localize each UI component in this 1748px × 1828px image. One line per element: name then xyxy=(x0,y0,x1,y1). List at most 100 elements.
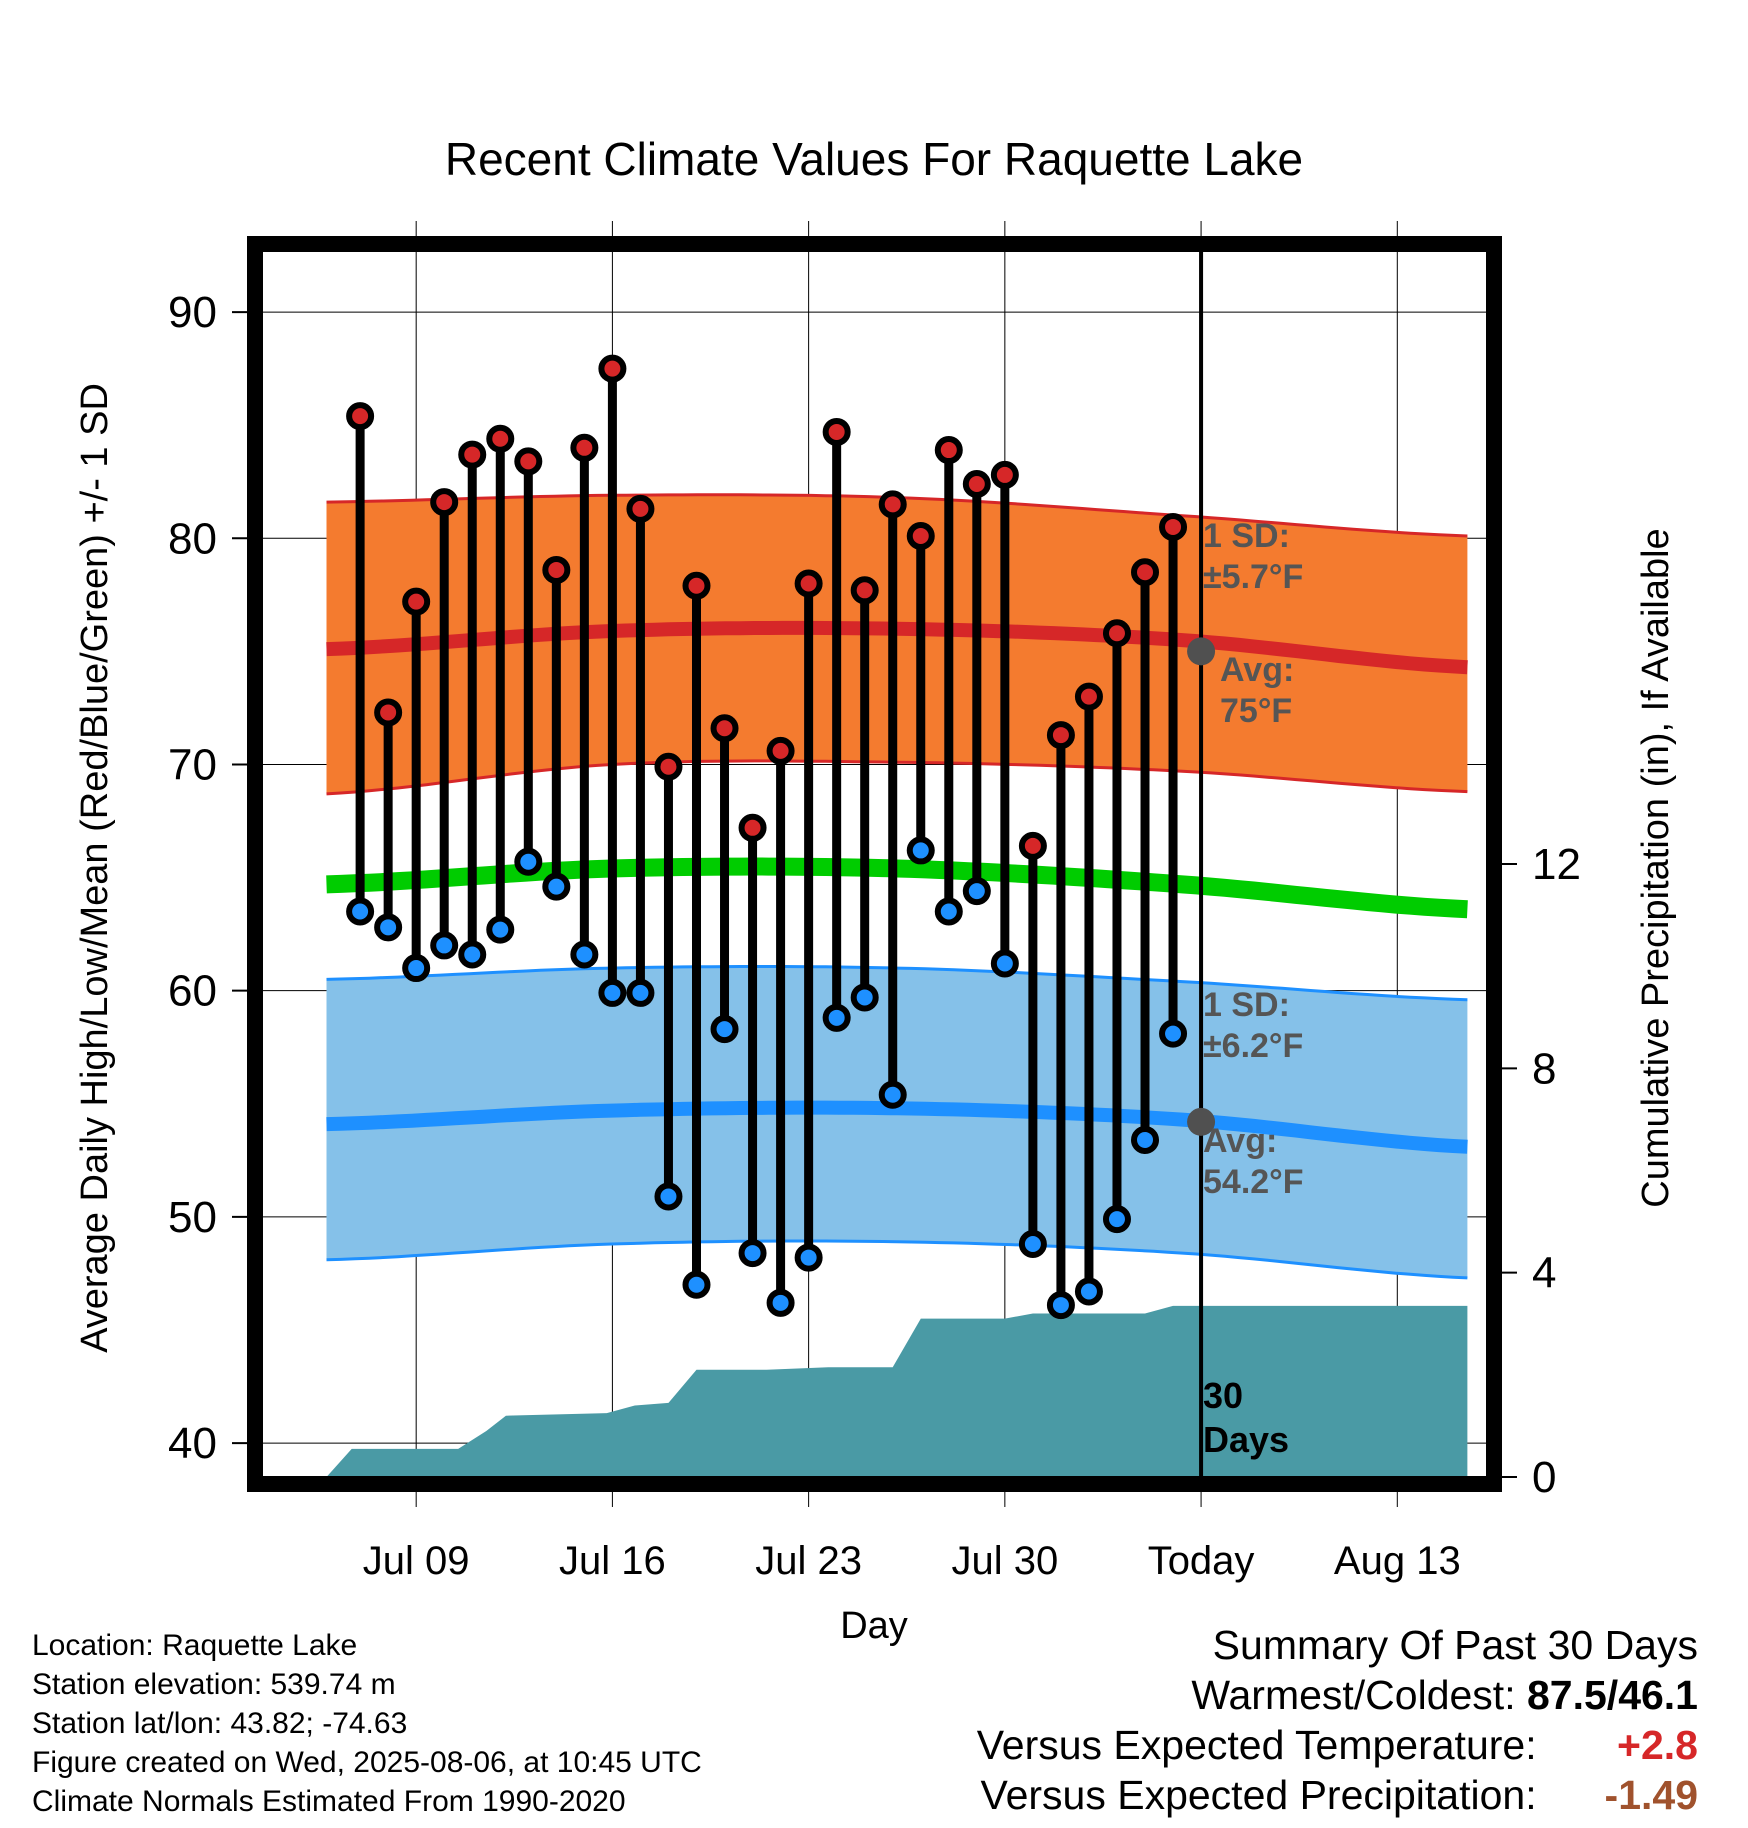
high-point xyxy=(374,698,403,727)
high-point xyxy=(878,490,907,519)
station-info: Location: Raquette Lake Station elevatio… xyxy=(32,1626,702,1821)
high-point xyxy=(1074,682,1103,711)
low-point xyxy=(990,949,1019,978)
elevation-text: Station elevation: 539.74 m xyxy=(32,1668,396,1701)
x-axis-label: Day xyxy=(840,1605,908,1647)
high-point xyxy=(346,402,375,431)
y-tick-label: 90 xyxy=(168,288,217,337)
low-point xyxy=(598,978,627,1007)
temp-value: +2.8 xyxy=(1617,1722,1698,1768)
low-avg-line xyxy=(326,1100,1468,1154)
x-axis-ticks: Jul 09 Jul 16 Jul 23 Jul 30 Today Aug 13 xyxy=(363,1539,1461,1583)
precipitation-fill xyxy=(326,1305,1468,1477)
precipitation-area xyxy=(326,251,1468,1477)
low-sd-label: 1 SD: xyxy=(1203,986,1290,1024)
window-label-days: Days xyxy=(1203,1419,1289,1460)
y-axis-ticks: 40 50 60 70 80 90 xyxy=(168,288,262,1468)
low-point xyxy=(682,1270,711,1299)
low-point xyxy=(1159,1019,1188,1048)
latlon-text: Station lat/lon: 43.82; -74.63 xyxy=(32,1707,408,1740)
high-point xyxy=(934,436,963,465)
low-point xyxy=(514,847,543,876)
high-point xyxy=(1102,619,1131,648)
high-point xyxy=(542,555,571,584)
precip-value: -1.49 xyxy=(1604,1772,1698,1818)
x-tick-label: Today xyxy=(1148,1539,1255,1583)
low-point xyxy=(934,897,963,926)
summary-title: Summary Of Past 30 Days xyxy=(1212,1622,1698,1668)
y-axis-label: Average Daily High/Low/Mean (Red/Blue/Gr… xyxy=(74,383,116,1353)
low-point xyxy=(1046,1291,1075,1320)
low-point xyxy=(430,931,459,960)
summary-panel: Summary Of Past 30 Days Warmest/Coldest:… xyxy=(977,1620,1698,1820)
high-point xyxy=(738,813,767,842)
warm-cold-label: Warmest/Coldest: xyxy=(1191,1672,1516,1718)
high-point xyxy=(990,460,1019,489)
y-tick-label: 80 xyxy=(168,514,217,563)
low-avg-value: 54.2°F xyxy=(1203,1163,1304,1201)
daily-points xyxy=(346,354,1188,1320)
high-point xyxy=(1159,512,1188,541)
x-tick-label: Jul 23 xyxy=(755,1539,862,1583)
low-sd-lower-line xyxy=(326,1239,1468,1280)
x-tick-label: Jul 30 xyxy=(951,1539,1058,1583)
high-point xyxy=(514,447,543,476)
high-point xyxy=(626,494,655,523)
summary-warm-cold: Warmest/Coldest: 87.5/46.1 xyxy=(977,1670,1698,1720)
low-point xyxy=(766,1288,795,1317)
high-point xyxy=(402,587,431,616)
location-text: Location: Raquette Lake xyxy=(32,1629,358,1662)
low-point xyxy=(402,954,431,983)
high-point xyxy=(598,354,627,383)
low-point xyxy=(878,1080,907,1109)
window-label-number: 30 xyxy=(1203,1375,1243,1416)
low-point xyxy=(710,1015,739,1044)
x-tick-label: Aug 13 xyxy=(1334,1539,1461,1583)
x-tick-label: Jul 16 xyxy=(559,1539,666,1583)
temp-label: Versus Expected Temperature: xyxy=(976,1722,1537,1768)
low-point xyxy=(850,983,879,1012)
high-avg-value: 75°F xyxy=(1220,692,1292,730)
today-low-normal-point xyxy=(1187,1107,1216,1136)
high-point xyxy=(906,522,935,551)
y2-axis-label: Cumulative Precipitation (in), If Availa… xyxy=(1635,528,1677,1207)
low-point xyxy=(906,836,935,865)
low-point xyxy=(1131,1125,1160,1154)
low-point xyxy=(486,915,515,944)
high-point xyxy=(430,488,459,517)
summary-precip: Versus Expected Precipitation: -1.49 xyxy=(977,1770,1699,1820)
high-point xyxy=(822,417,851,446)
precip-label: Versus Expected Precipitation: xyxy=(980,1772,1537,1818)
low-point xyxy=(1102,1205,1131,1234)
high-point xyxy=(1018,831,1047,860)
chart-title: Recent Climate Values For Raquette Lake xyxy=(445,133,1303,185)
y-tick-label: 50 xyxy=(168,1193,217,1242)
high-point xyxy=(1046,721,1075,750)
low-point xyxy=(542,872,571,901)
y2-tick-label: 4 xyxy=(1532,1249,1556,1298)
high-point xyxy=(486,424,515,453)
high-sd-label: 1 SD: xyxy=(1203,517,1290,555)
annotations: 1 SD: ±5.7°F Avg: 75°F 1 SD: ±6.2°F Avg:… xyxy=(1203,517,1304,1460)
low-point xyxy=(374,913,403,942)
high-point xyxy=(766,736,795,765)
low-point xyxy=(458,940,487,969)
y2-tick-label: 12 xyxy=(1532,840,1581,889)
low-sd-band xyxy=(326,966,1468,1278)
high-point xyxy=(654,752,683,781)
y2-tick-label: 8 xyxy=(1532,1044,1556,1093)
low-point xyxy=(570,940,599,969)
low-point xyxy=(346,897,375,926)
daily-range-stems xyxy=(355,368,1178,1306)
high-sd-value: ±5.7°F xyxy=(1203,558,1303,596)
normals-text: Climate Normals Estimated From 1990-2020 xyxy=(32,1785,626,1818)
high-point xyxy=(570,433,599,462)
summary-temp: Versus Expected Temperature: +2.8 xyxy=(977,1720,1698,1770)
high-point xyxy=(1131,558,1160,587)
low-point xyxy=(822,1003,851,1032)
y2-axis-ticks: 0 4 8 12 xyxy=(1487,840,1581,1502)
high-point xyxy=(710,714,739,743)
low-point xyxy=(794,1243,823,1272)
today-high-normal-point xyxy=(1187,637,1216,666)
